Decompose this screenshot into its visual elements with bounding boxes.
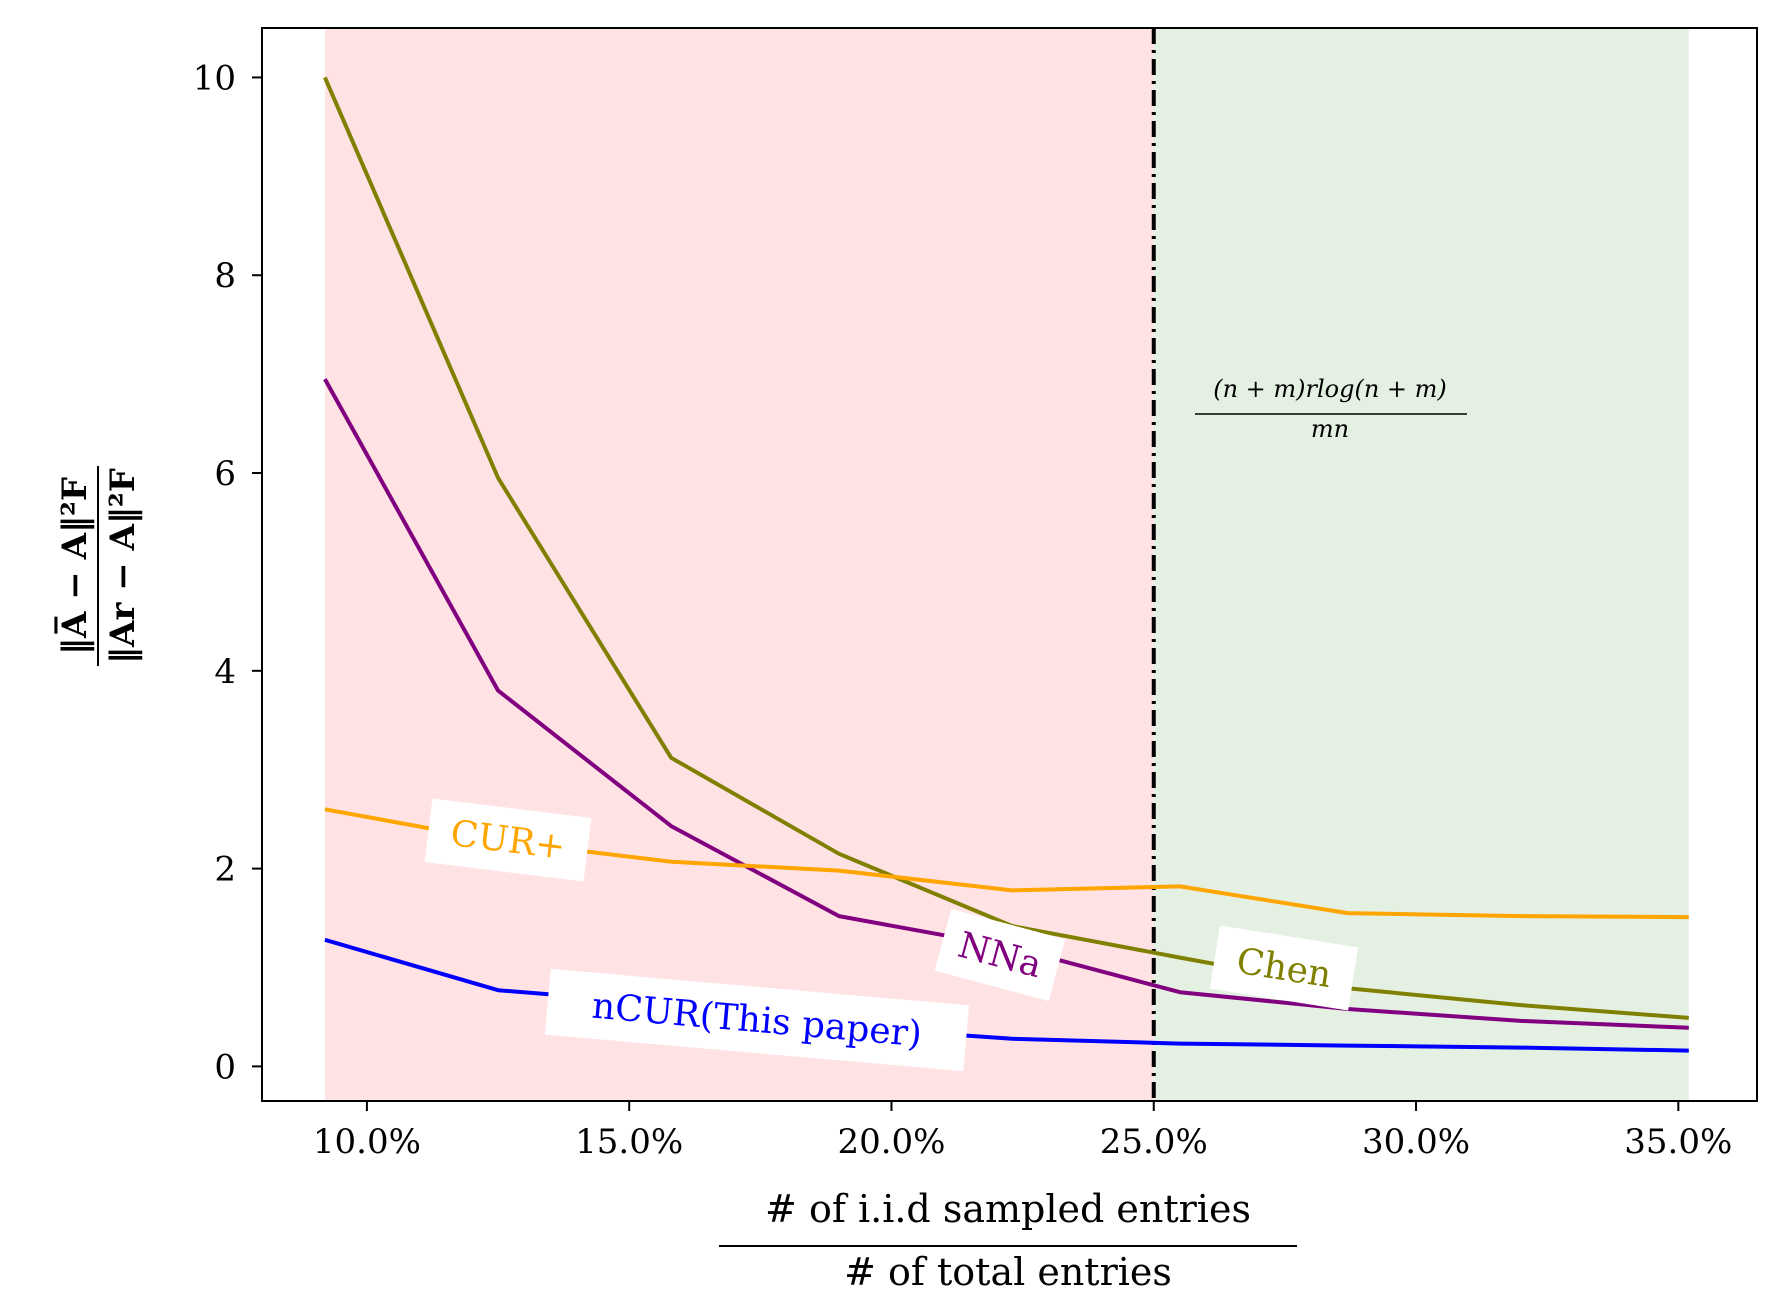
threshold-annotation: (n + m)rlog(n + m) mn [1195,375,1467,443]
threshold-annotation-denominator: mn [1311,415,1349,443]
y-axis-ticks: 0 2 4 6 8 10 [193,58,262,1087]
shaded-regions [324,28,1689,1101]
inline-label-box [544,968,970,1072]
y-tick-label: 0 [214,1047,236,1087]
y-axis-label-numerator: ‖A̅ − A‖²F [54,477,95,655]
y-tick-label: 4 [214,652,236,692]
x-tick-label: 20.0% [837,1122,945,1162]
x-tick-label: 30.0% [1362,1122,1470,1162]
x-axis-label-numerator: # of i.i.d sampled entries [765,1187,1251,1231]
y-tick-label: 8 [214,256,236,296]
threshold-annotation-numerator: (n + m)rlog(n + m) [1213,375,1447,403]
x-axis-label-denominator: # of total entries [844,1250,1172,1294]
x-tick-label: 15.0% [575,1122,683,1162]
x-axis-label: # of i.i.d sampled entries # of total en… [719,1187,1297,1294]
plot-frame [261,27,1758,1102]
inline-label-nna: NNa [934,908,1066,1002]
inline-label-cur: CUR+ [424,798,592,882]
inline-label-box [934,908,1066,1002]
x-tick-label: 25.0% [1100,1122,1208,1162]
y-tick-label: 6 [214,454,236,494]
y-tick-label: 10 [193,58,236,98]
y-axis-label: ‖A̅ − A‖²F ‖Ar − A‖²F [54,466,143,666]
y-tick-label: 2 [214,850,236,890]
x-axis-ticks: 10.0% 15.0% 20.0% 25.0% 30.0% 35.0% [313,1101,1732,1162]
x-tick-label: 10.0% [313,1122,421,1162]
inline-label-chen: Chen [1209,925,1359,1011]
inline-label-box [1209,925,1359,1011]
y-axis-label-denominator: ‖Ar − A‖²F [103,468,143,664]
shaded-region-2 [1153,28,1689,1101]
shaded-region-1 [324,28,1154,1101]
inline-label-box [424,798,592,882]
x-tick-label: 35.0% [1624,1122,1732,1162]
